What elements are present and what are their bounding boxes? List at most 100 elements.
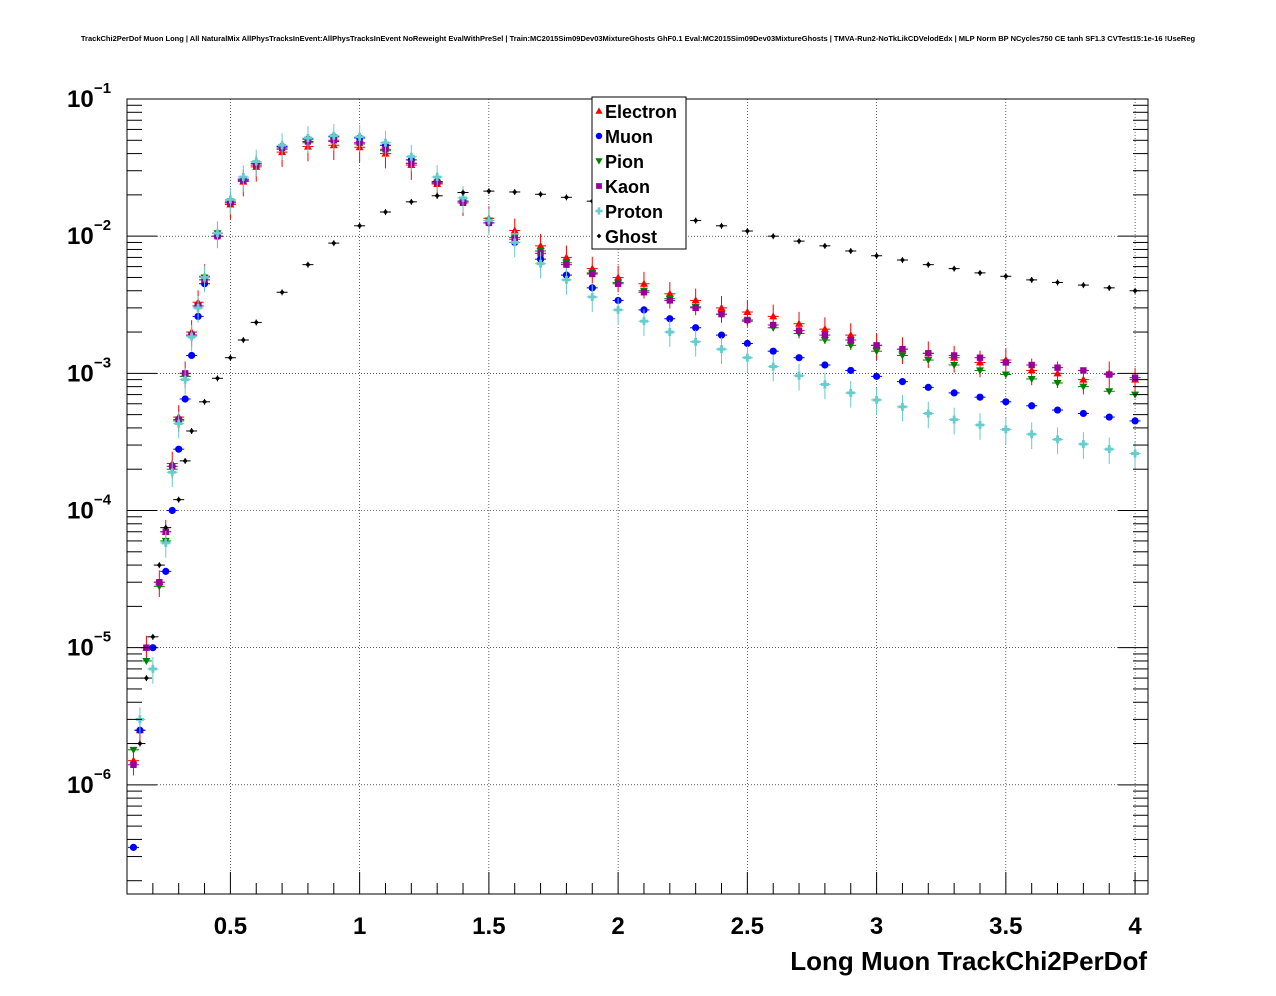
data-point-ghost [305, 262, 311, 268]
data-point-ghost [1003, 273, 1009, 279]
data-point-ghost [925, 262, 931, 268]
data-point-electron [795, 319, 804, 327]
data-point-electron [614, 273, 623, 281]
data-point-muon [1131, 417, 1139, 425]
data-point-muon [924, 383, 932, 391]
series-ghost [134, 188, 1141, 747]
data-point-proton [1131, 449, 1140, 458]
data-point-proton [950, 415, 959, 424]
data-point-kaon [666, 297, 674, 304]
data-point-kaon [1131, 374, 1139, 381]
legend-label-proton: Proton [605, 202, 663, 222]
data-point-ghost [408, 199, 414, 205]
legend-label-kaon: Kaon [605, 177, 650, 197]
data-point-proton [239, 172, 248, 181]
data-point-proton [743, 353, 752, 362]
data-point-proton [148, 664, 157, 673]
series-proton [134, 123, 1141, 735]
legend-label-electron: Electron [605, 102, 677, 122]
data-point-ghost [1054, 279, 1061, 286]
data-point-ghost [253, 319, 259, 326]
data-point-ghost [537, 191, 544, 197]
data-point-electron [975, 358, 984, 366]
data-point-pion [1079, 383, 1088, 391]
data-point-proton [1105, 445, 1114, 454]
data-point-kaon [1080, 367, 1087, 374]
data-point-pion [924, 357, 933, 365]
data-point-proton [1053, 435, 1062, 444]
data-point-ghost [693, 217, 699, 224]
data-point-proton [459, 193, 468, 202]
data-point-muon [769, 347, 777, 355]
data-point-kaon [770, 321, 777, 329]
data-point-electron [536, 241, 545, 249]
data-point-ghost [951, 266, 957, 272]
data-point-kaon [614, 280, 622, 287]
data-point-pion [129, 746, 138, 754]
axes: 0.5 1 1.5 2 2.5 3 3.5 410−110−210−310−410−510−6 [67, 80, 1148, 940]
x-tick-label: 1 [353, 913, 366, 940]
y-tick-exponent: −1 [94, 80, 111, 97]
data-point-proton [510, 238, 519, 247]
data-point-ghost [1029, 277, 1035, 283]
legend-marker-kaon [596, 183, 602, 189]
data-point-electron [588, 264, 597, 272]
data-point-proton [795, 371, 804, 380]
data-point-pion [950, 362, 959, 370]
data-point-muon [162, 567, 170, 575]
data-point-ghost [796, 238, 802, 244]
data-point-proton [898, 402, 907, 411]
legend-item-muon: Muon [595, 127, 653, 147]
data-point-proton [872, 395, 881, 404]
data-point-proton [174, 419, 183, 428]
data-point-muon [1002, 398, 1010, 406]
data-point-proton [1001, 425, 1010, 434]
data-point-proton [1027, 430, 1036, 439]
legend-marker-ghost [596, 233, 602, 239]
data-point-ghost [770, 233, 776, 239]
data-point-ghost [150, 634, 156, 640]
x-axis-title: Long Muon TrackChi2PerDof [790, 946, 1147, 976]
data-point-electron [1027, 366, 1036, 374]
data-point-electron [639, 279, 648, 287]
data-point-electron [510, 226, 519, 234]
data-point-electron [743, 307, 752, 315]
data-point-kaon [130, 761, 137, 768]
data-point-ghost [873, 253, 880, 259]
data-point-muon [692, 324, 700, 332]
data-series [127, 123, 1141, 851]
data-point-proton [820, 380, 829, 389]
data-point-ghost [214, 375, 221, 381]
data-point-muon [1079, 409, 1087, 418]
data-point-ghost [382, 209, 389, 215]
data-point-kaon [640, 289, 648, 296]
y-tick-label: 10 [67, 86, 94, 113]
x-tick-label: 3 [870, 913, 883, 940]
y-tick-label: 10 [67, 772, 94, 799]
data-point-proton [252, 157, 261, 166]
y-tick-exponent: −4 [94, 491, 112, 508]
legend-item-electron: Electron [595, 102, 677, 122]
y-tick-exponent: −3 [94, 354, 111, 371]
data-point-kaon [1028, 361, 1035, 369]
data-point-ghost [156, 562, 162, 568]
data-point-electron [717, 303, 726, 311]
data-point-kaon [1054, 364, 1061, 371]
data-point-muon [872, 372, 881, 380]
data-point-electron [769, 312, 778, 320]
y-tick-exponent: −5 [94, 629, 111, 646]
data-point-electron [846, 331, 855, 339]
data-point-proton [181, 375, 190, 384]
data-point-muon [847, 366, 855, 375]
data-point-muon [168, 506, 176, 515]
data-point-proton [329, 131, 338, 140]
data-point-electron [820, 325, 829, 333]
data-point-proton [161, 538, 170, 547]
data-point-proton [168, 468, 177, 477]
data-point-proton [691, 337, 700, 346]
legend-marker-electron [595, 107, 603, 114]
data-point-pion [142, 657, 151, 665]
data-point-ghost [434, 193, 440, 199]
y-tick-label: 10 [67, 497, 94, 524]
data-point-proton [407, 152, 416, 161]
